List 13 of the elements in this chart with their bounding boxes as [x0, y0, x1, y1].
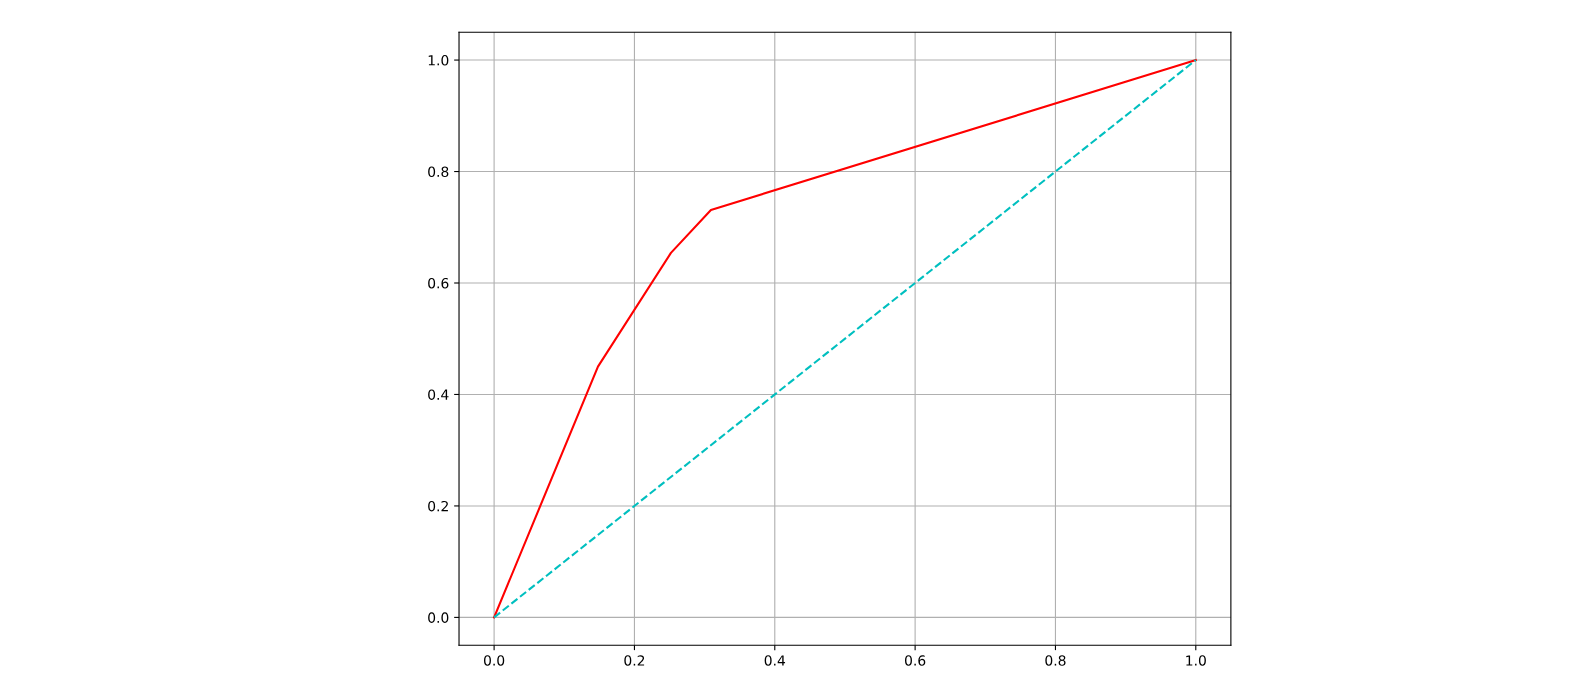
x-tick-label: 0.6: [904, 655, 926, 666]
y-tick-label: 0.8: [428, 166, 449, 177]
y-tick-label: 0.4: [428, 389, 449, 400]
x-tick-label: 1.0: [1186, 655, 1206, 666]
y-tick-label: 0.0: [428, 612, 449, 623]
x-tick-label: 0.2: [624, 655, 645, 666]
line-series: [493, 59, 1197, 619]
x-tick-label: 0.0: [483, 655, 505, 666]
y-tick-label: 1.0: [428, 55, 449, 66]
y-tick-label: 0.2: [428, 500, 448, 512]
y-tick-label: 0.6: [428, 277, 449, 289]
x-tick-label: 0.8: [1045, 655, 1066, 666]
x-tick-label: 0.4: [764, 655, 786, 666]
